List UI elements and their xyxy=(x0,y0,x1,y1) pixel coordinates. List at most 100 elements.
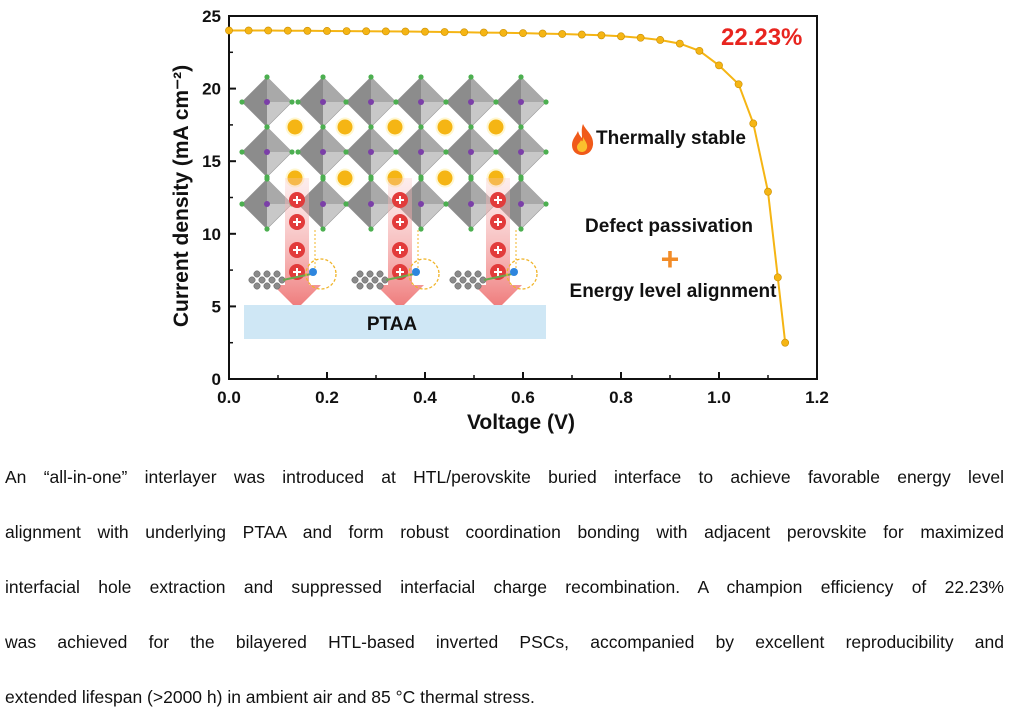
efficiency-label: 22.23% xyxy=(721,24,802,51)
coordination-marker xyxy=(305,258,337,290)
hole-transport-arrow xyxy=(376,178,424,309)
data-point xyxy=(362,27,371,36)
cation-atom xyxy=(335,117,355,137)
axis-ticks: 0.0 0.2 0.4 0.6 0.8 1.0 1.2 0 5 10 15 20 25 xyxy=(202,7,829,407)
ptaa-layer xyxy=(244,305,546,339)
halide-atom xyxy=(264,74,270,80)
octahedron xyxy=(239,176,295,232)
halide-atom xyxy=(289,149,295,155)
x-axis-label: Voltage (V) xyxy=(467,411,575,434)
halide-atom xyxy=(239,201,245,207)
data-point xyxy=(401,27,410,36)
x-tick-label: 1.0 xyxy=(707,388,731,407)
halide-atom xyxy=(295,99,301,105)
octahedron xyxy=(443,124,499,180)
hole-transport-arrow xyxy=(273,178,321,309)
caption-line: interfacial hole extraction and suppress… xyxy=(5,577,1004,597)
octahedron xyxy=(343,74,399,130)
data-point xyxy=(781,338,790,347)
energy-alignment-label: Energy level alignment xyxy=(570,281,778,302)
halide-atom xyxy=(368,124,374,130)
data-point xyxy=(342,27,351,36)
halide-atom xyxy=(343,149,349,155)
metal-atom xyxy=(418,149,424,155)
data-point xyxy=(440,28,449,36)
data-point xyxy=(303,26,312,35)
halide-atom xyxy=(518,226,524,232)
thermal-stability-label: Thermally stable xyxy=(596,128,746,149)
metal-atom xyxy=(264,201,270,207)
halide-atom xyxy=(518,124,524,130)
data-point xyxy=(244,26,253,35)
hole-transport-arrow xyxy=(474,178,522,309)
jv-curve xyxy=(225,26,790,347)
caption-line: extended lifespan (>2000 h) in ambient a… xyxy=(5,687,535,707)
y-tick-label: 15 xyxy=(202,152,221,171)
halide-atom xyxy=(264,226,270,232)
data-point xyxy=(538,29,547,38)
data-point xyxy=(597,31,606,40)
jv-curve-figure: 0.0 0.2 0.4 0.6 0.8 1.0 1.2 0 5 10 15 20 25 Voltage … xyxy=(170,7,829,434)
cation-atom xyxy=(486,117,506,137)
data-point xyxy=(675,39,684,48)
data-point xyxy=(264,26,273,35)
halide-atom xyxy=(418,176,424,182)
halide-atom xyxy=(443,149,449,155)
halide-atom xyxy=(368,176,374,182)
metal-atom xyxy=(368,99,374,105)
x-tick-label: 0.6 xyxy=(511,388,535,407)
halide-atom xyxy=(443,201,449,207)
coordination-marker xyxy=(506,258,538,290)
halide-atom xyxy=(543,99,549,105)
metal-atom xyxy=(320,149,326,155)
metal-atom xyxy=(518,201,524,207)
data-point xyxy=(577,30,586,39)
data-point xyxy=(479,28,488,37)
data-point xyxy=(519,29,527,38)
cation-atom xyxy=(385,117,405,137)
halide-atom xyxy=(343,201,349,207)
halide-atom xyxy=(468,74,474,80)
halide-atom xyxy=(239,149,245,155)
halide-atom xyxy=(368,226,374,232)
halide-atom xyxy=(418,226,424,232)
halide-atom xyxy=(468,226,474,232)
halide-atom xyxy=(468,124,474,130)
data-point xyxy=(656,36,665,44)
halide-atom xyxy=(443,99,449,105)
x-tick-label: 1.2 xyxy=(805,388,829,407)
halide-atom xyxy=(468,176,474,182)
y-tick-label: 25 xyxy=(202,7,221,26)
y-axis-label: Current density (mA cm⁻²) xyxy=(170,65,193,327)
perovskite-illustration xyxy=(239,74,549,339)
metal-atom xyxy=(320,99,326,105)
flame-icon xyxy=(572,124,594,155)
metal-atom xyxy=(264,99,270,105)
x-tick-label: 0.4 xyxy=(413,388,437,407)
defect-passivation-label: Defect passivation xyxy=(585,216,753,237)
octahedron xyxy=(493,124,549,180)
caption-line: was achieved for the bilayered HTL-based… xyxy=(5,632,1004,652)
octahedron xyxy=(239,74,295,130)
caption-line: alignment with underlying PTAA and form … xyxy=(5,522,1004,542)
halide-atom xyxy=(368,74,374,80)
halide-atom xyxy=(320,124,326,130)
octahedron xyxy=(239,124,295,180)
halide-atom xyxy=(320,226,326,232)
data-point xyxy=(715,61,723,70)
x-tick-label: 0.8 xyxy=(609,388,633,407)
metal-atom xyxy=(468,149,474,155)
plus-icon: + xyxy=(661,241,680,277)
x-tick-label: 0.2 xyxy=(315,388,339,407)
halide-atom xyxy=(264,176,270,182)
halide-atom xyxy=(295,149,301,155)
y-tick-label: 10 xyxy=(202,225,221,244)
cation-atom xyxy=(335,168,355,188)
data-point xyxy=(499,28,508,37)
data-point xyxy=(617,32,625,41)
halide-atom xyxy=(418,74,424,80)
octahedron xyxy=(295,176,351,232)
halide-atom xyxy=(264,124,270,130)
octahedron xyxy=(393,124,449,180)
data-point xyxy=(421,27,429,36)
